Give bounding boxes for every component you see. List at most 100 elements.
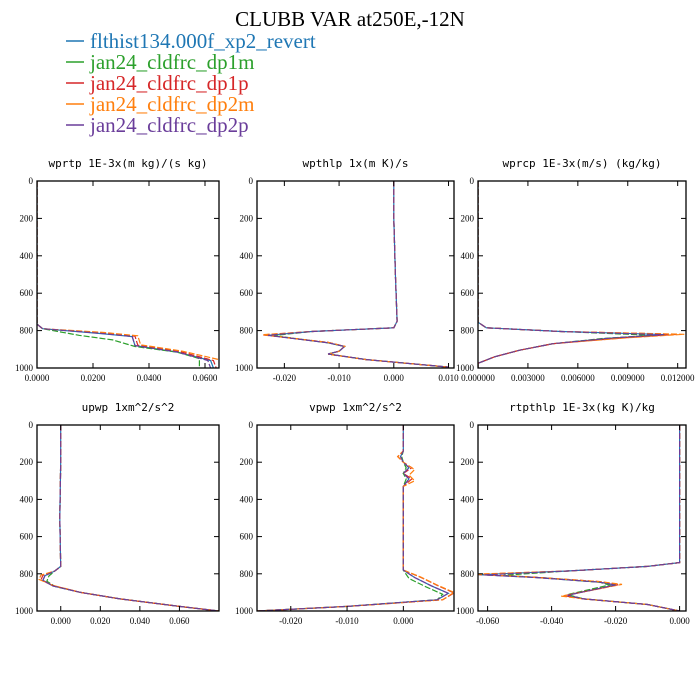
- series-line-4: [257, 425, 454, 611]
- series-line-3: [40, 425, 219, 611]
- series-line-5: [267, 181, 449, 368]
- y-tick-label: 800: [461, 326, 475, 336]
- y-tick-label: 200: [240, 213, 254, 223]
- y-tick-label: 600: [240, 288, 254, 298]
- panel-4: upwp 1xm^2/s^2 0 200 400 600 800 1000 0.000 0.02…: [15, 401, 220, 626]
- x-tick-label: -0.060: [476, 616, 500, 626]
- plot-frame: [36, 180, 220, 369]
- legend-entry: jan24_cldfrc_dp1m: [66, 50, 254, 74]
- x-tick-label: -0.010: [335, 616, 359, 626]
- x-tick-label: 0.0600: [193, 373, 218, 383]
- legend-label: jan24_cldfrc_dp2p: [89, 113, 249, 137]
- x-tick-label: 0.000000: [461, 373, 495, 383]
- series-line-2: [46, 425, 219, 611]
- x-tick-label: 0.000: [393, 616, 414, 626]
- legend: flthist134.000f_xp2_revertjan24_cldfrc_d…: [66, 29, 316, 137]
- y-tick-label: 600: [20, 288, 34, 298]
- y-tick-label: 800: [20, 326, 34, 336]
- y-tick-label: 1000: [456, 363, 475, 373]
- series-group: [257, 425, 454, 611]
- y-tick-label: 400: [240, 494, 254, 504]
- panels-grid: wprtp 1E-3x(m kg)/(s kg) 0 200 400 600 800 100…: [15, 157, 695, 626]
- series-line-3: [478, 181, 678, 368]
- x-tick-label: 0.0000: [25, 373, 50, 383]
- series-line-2: [257, 425, 444, 611]
- legend-entry: jan24_cldfrc_dp2p: [66, 113, 249, 137]
- series-line-5: [42, 425, 219, 611]
- x-tick-label: -0.010: [327, 373, 351, 383]
- y-tick-label: 1000: [456, 606, 475, 616]
- plot-frame: [256, 424, 455, 612]
- y-tick-label: 600: [240, 532, 254, 542]
- panel-title: wprtp 1E-3x(m kg)/(s kg): [49, 157, 208, 170]
- x-tick-label: 0.012000: [661, 373, 695, 383]
- series-line-3: [478, 425, 681, 611]
- series-line-1: [478, 425, 681, 611]
- x-tick-label: 0.0200: [81, 373, 106, 383]
- series-line-4: [38, 425, 219, 611]
- series-line-1: [478, 181, 670, 368]
- plot-frame: [36, 424, 220, 612]
- series-line-2: [478, 181, 653, 368]
- y-tick-label: 800: [20, 569, 34, 579]
- y-tick-label: 800: [240, 569, 254, 579]
- y-tick-label: 0: [249, 176, 254, 186]
- series-line-2: [37, 181, 200, 368]
- series-line-3: [37, 181, 217, 368]
- legend-label: flthist134.000f_xp2_revert: [90, 29, 316, 53]
- series-group: [38, 425, 219, 611]
- panel-1: wprtp 1E-3x(m kg)/(s kg) 0 200 400 600 800 100…: [15, 157, 220, 383]
- y-tick-label: 1000: [235, 363, 254, 373]
- x-tick-label: -0.020: [279, 616, 303, 626]
- x-tick-label: 0.0400: [137, 373, 162, 383]
- legend-label: jan24_cldfrc_dp2m: [89, 92, 254, 116]
- x-tick-label: 0.003000: [511, 373, 545, 383]
- y-tick-label: 400: [461, 251, 475, 261]
- x-tick-label: -0.020: [604, 616, 628, 626]
- series-line-5: [484, 425, 681, 611]
- x-tick-label: 0.009000: [611, 373, 645, 383]
- series-line-4: [262, 181, 449, 368]
- series-line-5: [257, 425, 450, 611]
- x-tick-label: 0.006000: [561, 373, 595, 383]
- y-tick-label: 400: [20, 251, 34, 261]
- y-tick-label: 200: [20, 457, 34, 467]
- y-tick-label: 0: [470, 176, 475, 186]
- series-line-4: [478, 425, 681, 611]
- x-tick-label: 0.060: [169, 616, 190, 626]
- panel-5: vpwp 1xm^2/s^2 0 200 400 600 800 1000 -0.020 -0.…: [235, 401, 455, 626]
- y-tick-label: 200: [461, 213, 475, 223]
- y-tick-label: 0: [29, 176, 34, 186]
- y-tick-label: 200: [461, 457, 475, 467]
- y-tick-label: 600: [461, 532, 475, 542]
- series-line-4: [478, 181, 685, 368]
- series-line-5: [478, 181, 665, 368]
- series-line-5: [37, 181, 212, 368]
- series-line-2: [503, 425, 681, 611]
- x-tick-label: -0.020: [273, 373, 297, 383]
- y-tick-label: 0: [29, 420, 34, 430]
- legend-entry: jan24_cldfrc_dp1p: [66, 71, 249, 95]
- x-tick-label: 0.000: [384, 373, 405, 383]
- y-tick-label: 1000: [235, 606, 254, 616]
- x-tick-label: 0.000: [669, 616, 690, 626]
- plot-frame: [477, 424, 687, 612]
- y-tick-label: 1000: [15, 363, 34, 373]
- y-tick-label: 0: [249, 420, 254, 430]
- y-tick-label: 400: [461, 494, 475, 504]
- panel-6: rtpthlp 1E-3x(kg K)/kg02004006008001000-…: [456, 401, 690, 626]
- x-tick-label: 0.000: [51, 616, 72, 626]
- y-tick-label: 400: [240, 251, 254, 261]
- series-line-3: [262, 181, 449, 368]
- panel-2: wpthlp 1x(m K)/s 0 200 400 600 800 1000 -0.020 -…: [235, 157, 459, 383]
- figure-title: CLUBB VAR at250E,-12N: [235, 7, 465, 31]
- x-tick-label: 0.040: [130, 616, 151, 626]
- series-line-3: [257, 425, 454, 611]
- panel-title: vpwp 1xm^2/s^2: [309, 401, 402, 414]
- panel-title: rtpthlp 1E-3x(kg K)/kg: [509, 401, 655, 414]
- legend-entry: flthist134.000f_xp2_revert: [66, 29, 316, 53]
- series-group: [37, 181, 219, 368]
- legend-entry: jan24_cldfrc_dp2m: [66, 92, 254, 116]
- series-line-1: [42, 425, 219, 611]
